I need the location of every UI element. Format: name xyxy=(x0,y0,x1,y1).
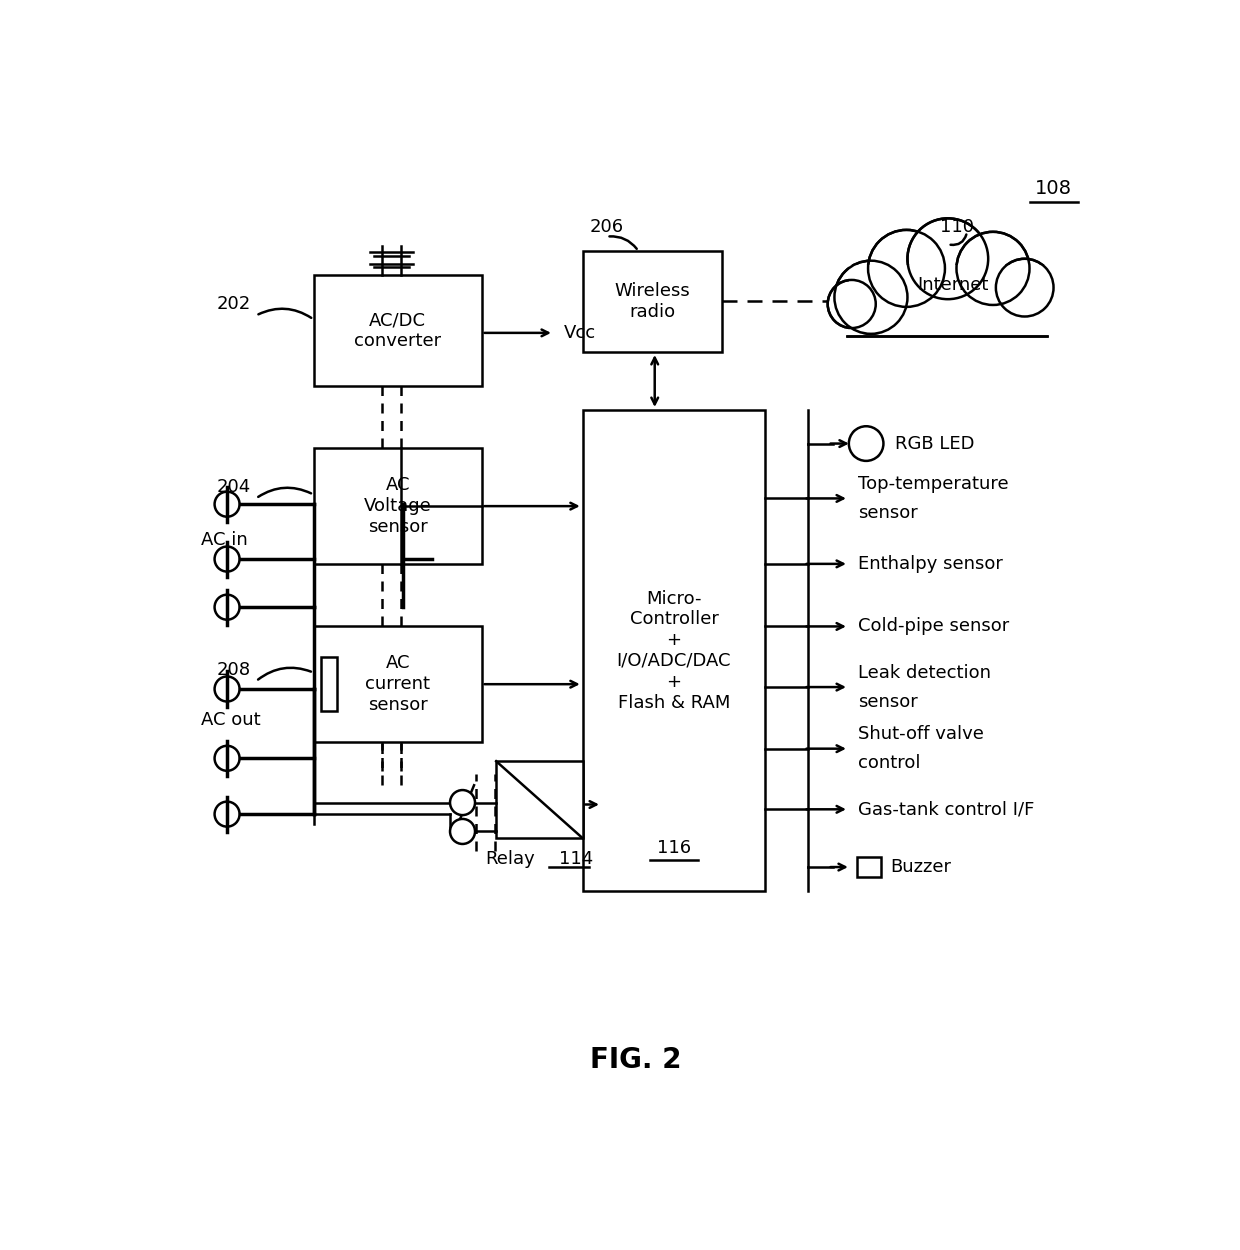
Circle shape xyxy=(828,280,875,328)
Text: 208: 208 xyxy=(217,661,250,679)
Text: AC/DC
converter: AC/DC converter xyxy=(355,311,441,350)
Text: Vcc: Vcc xyxy=(563,324,595,341)
Text: RGB LED: RGB LED xyxy=(895,435,975,452)
Circle shape xyxy=(908,219,988,299)
Text: Gas-tank control I/F: Gas-tank control I/F xyxy=(858,800,1035,819)
Bar xyxy=(849,265,1056,334)
Text: Internet: Internet xyxy=(916,276,988,294)
Circle shape xyxy=(868,230,945,308)
Text: 202: 202 xyxy=(217,295,250,312)
Bar xyxy=(314,275,481,386)
Bar xyxy=(321,658,336,711)
Text: 206: 206 xyxy=(589,217,624,236)
Text: sensor: sensor xyxy=(858,693,918,710)
Circle shape xyxy=(849,426,883,461)
Text: 114: 114 xyxy=(558,850,593,869)
Text: Cold-pipe sensor: Cold-pipe sensor xyxy=(858,618,1009,635)
Circle shape xyxy=(956,231,1029,305)
Text: Shut-off valve: Shut-off valve xyxy=(858,725,985,744)
Text: Top-temperature: Top-temperature xyxy=(858,475,1009,492)
Bar xyxy=(837,290,1068,342)
Bar xyxy=(857,858,880,876)
Circle shape xyxy=(450,819,475,844)
Circle shape xyxy=(450,790,475,815)
Circle shape xyxy=(835,261,908,334)
Bar xyxy=(314,626,481,742)
Text: 110: 110 xyxy=(940,217,975,236)
Circle shape xyxy=(996,259,1054,316)
Text: Buzzer: Buzzer xyxy=(890,858,951,876)
Text: 108: 108 xyxy=(1035,179,1073,198)
Bar xyxy=(496,761,583,839)
Text: sensor: sensor xyxy=(858,504,918,521)
Bar xyxy=(583,410,765,891)
Text: AC out: AC out xyxy=(201,711,260,729)
Text: 116: 116 xyxy=(657,839,691,856)
Bar xyxy=(583,251,722,352)
Bar xyxy=(314,449,481,564)
Text: 204: 204 xyxy=(217,478,250,496)
Text: AC
current
sensor: AC current sensor xyxy=(365,655,430,714)
Text: control: control xyxy=(858,754,921,772)
Text: AC
Voltage
sensor: AC Voltage sensor xyxy=(363,476,432,536)
Text: Micro-
Controller
+
I/O/ADC/DAC
+
Flash & RAM: Micro- Controller + I/O/ADC/DAC + Flash … xyxy=(616,590,732,711)
Text: AC in: AC in xyxy=(201,531,248,549)
Text: FIG. 2: FIG. 2 xyxy=(590,1045,681,1074)
Text: Leak detection: Leak detection xyxy=(858,664,992,681)
Text: Wireless
radio: Wireless radio xyxy=(615,282,691,321)
Text: Relay: Relay xyxy=(485,850,534,869)
Text: Enthalpy sensor: Enthalpy sensor xyxy=(858,555,1003,572)
